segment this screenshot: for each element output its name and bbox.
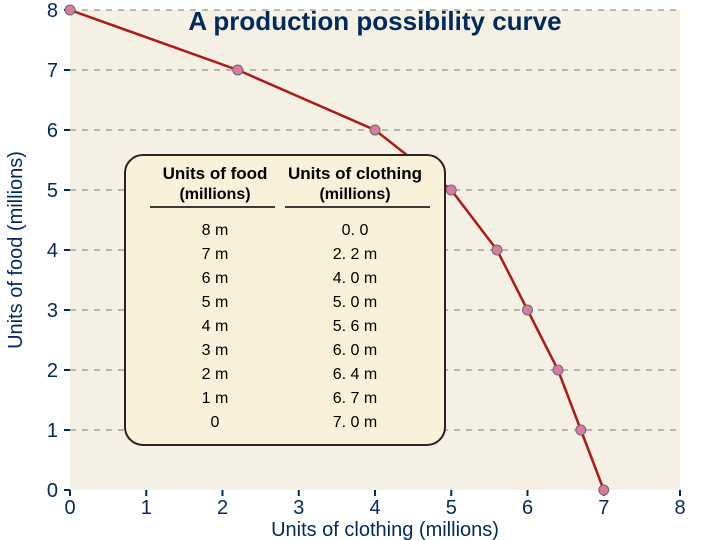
table-cell-clothing: 5. 0 m xyxy=(333,294,377,311)
xtick-label: 1 xyxy=(141,497,152,519)
data-table-box: Units of food Units of clothing (millions)… xyxy=(125,155,445,445)
xtick-label: 2 xyxy=(217,497,228,519)
table-cell-food: 8 m xyxy=(202,222,229,239)
table-cell-clothing: 4. 0 m xyxy=(333,270,377,287)
col2-sub: (millions) xyxy=(319,186,390,203)
ytick-label: 2 xyxy=(47,360,58,382)
table-cell-clothing: 0. 0 xyxy=(342,222,369,239)
table-cell-food: 2 m xyxy=(202,366,229,383)
data-point xyxy=(553,365,563,375)
data-point xyxy=(65,5,75,15)
table-cell-clothing: 6. 0 m xyxy=(333,342,377,359)
ytick-label: 5 xyxy=(47,180,58,202)
data-point xyxy=(233,65,243,75)
data-point xyxy=(523,305,533,315)
data-point xyxy=(492,245,502,255)
col1-sub: (millions) xyxy=(179,186,250,203)
xtick-label: 8 xyxy=(674,497,685,519)
col2-header: Units of clothing xyxy=(288,164,422,183)
table-cell-food: 0 xyxy=(211,414,220,431)
xtick-label: 0 xyxy=(64,497,75,519)
ytick-label: 3 xyxy=(47,300,58,322)
table-cell-food: 1 m xyxy=(202,390,229,407)
ytick-label: 7 xyxy=(47,60,58,82)
ytick-label: 8 xyxy=(47,0,58,22)
table-cell-clothing: 2. 2 m xyxy=(333,246,377,263)
xtick-label: 5 xyxy=(446,497,457,519)
xtick-label: 7 xyxy=(598,497,609,519)
table-cell-clothing: 6. 4 m xyxy=(333,366,377,383)
data-point xyxy=(446,185,456,195)
ytick-label: 6 xyxy=(47,120,58,142)
xtick-label: 3 xyxy=(293,497,304,519)
table-cell-clothing: 5. 6 m xyxy=(333,318,377,335)
table-cell-clothing: 7. 0 m xyxy=(333,414,377,431)
xtick-label: 4 xyxy=(369,497,380,519)
data-point xyxy=(576,425,586,435)
data-point xyxy=(370,125,380,135)
table-cell-clothing: 6. 7 m xyxy=(333,390,377,407)
y-axis-label: Units of food (millions) xyxy=(5,151,27,349)
ytick-label: 0 xyxy=(47,480,58,502)
table-cell-food: 3 m xyxy=(202,342,229,359)
table-cell-food: 7 m xyxy=(202,246,229,263)
table-cell-food: 5 m xyxy=(202,294,229,311)
x-axis-label: Units of clothing (millions) xyxy=(271,519,499,540)
xtick-label: 6 xyxy=(522,497,533,519)
ytick-label: 4 xyxy=(47,240,58,262)
table-cell-food: 6 m xyxy=(202,270,229,287)
chart-title: A production possibility curve xyxy=(188,6,561,36)
data-point xyxy=(599,485,609,495)
col1-header: Units of food xyxy=(163,164,268,183)
ppc-chart: 0 1 2 3 4 5 6 7 8 0 1 2 3 4 5 6 7 8 A production possibili… xyxy=(0,0,720,540)
table-cell-food: 4 m xyxy=(202,318,229,335)
ytick-label: 1 xyxy=(47,420,58,442)
